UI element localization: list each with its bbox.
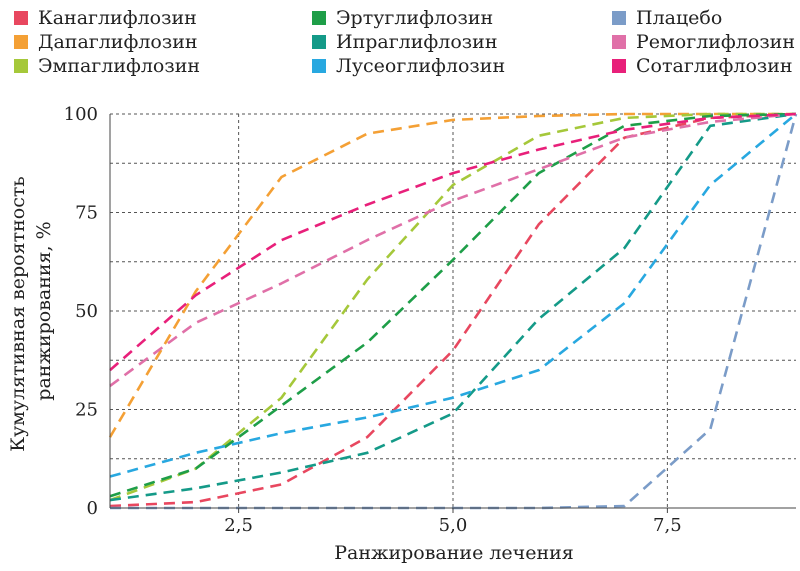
series-line-5 [109, 112, 797, 502]
legend-item: Ремоглифлозин [612, 31, 795, 53]
legend-label: Дапаглифлозин [38, 31, 198, 53]
legend-item: Лусеоглифлозин [312, 55, 505, 77]
y-tick-labels: 0 25 50 75 100 [64, 104, 98, 519]
x-tick-label: 7,5 [653, 515, 682, 536]
grid-lines [110, 113, 796, 508]
y-axis-label-line-2: ранжирования, % [33, 221, 55, 400]
y-axis-label: Кумулятивная вероятность ранжирования, % [7, 170, 55, 451]
legend-item: Дапаглифлозин [14, 31, 198, 53]
x-axis-label: Ранжирование лечения [334, 542, 574, 564]
legend-swatch [14, 11, 28, 25]
x-tick-labels: 2,5 5,0 7,5 [224, 508, 682, 536]
legend-label: Ремоглифлозин [636, 31, 796, 53]
x-tick-label: 5,0 [439, 515, 468, 536]
legend-item: Ипраглифлозин [312, 31, 497, 53]
y-axis-label-line-1: Кумулятивная вероятность [7, 176, 29, 451]
legend-label: Ипраглифлозин [336, 31, 498, 53]
legend-swatch [312, 59, 326, 73]
y-tick-label: 50 [75, 301, 98, 322]
legend-item: Канаглифлозин [14, 7, 197, 29]
legend-label: Эртуглифлозин [336, 7, 494, 29]
legend-label: Эмпаглифлозин [38, 55, 201, 77]
y-tick-label: 0 [87, 498, 98, 519]
y-tick-label: 25 [75, 400, 98, 421]
legend-swatch [612, 59, 626, 73]
legend-swatch [312, 11, 326, 25]
legend-label: Лусеоглифлозин [336, 55, 506, 77]
legend-swatch [14, 35, 28, 49]
legend-swatch [612, 11, 626, 25]
legend-item: Эмпаглифлозин [14, 55, 200, 77]
legend-item: Сотаглифлозин [612, 55, 793, 77]
legend-item: Плацебо [612, 7, 722, 29]
legend-label: Сотаглифлозин [636, 55, 793, 77]
x-tick-label: 2,5 [224, 515, 253, 536]
legend-label: Канаглифлозин [38, 7, 197, 29]
y-tick-label: 100 [64, 104, 98, 125]
legend-label: Плацебо [636, 7, 723, 29]
series-line-1 [109, 112, 797, 508]
legend-swatch [312, 35, 326, 49]
legend-item: Эртуглифлозин [312, 7, 493, 29]
series-line-6 [109, 112, 797, 478]
series-line-9 [109, 112, 797, 372]
series-line-8 [109, 112, 797, 387]
series-line-4 [109, 112, 797, 498]
y-tick-label: 75 [75, 203, 98, 224]
legend-swatch [14, 59, 28, 73]
legend-swatch [612, 35, 626, 49]
